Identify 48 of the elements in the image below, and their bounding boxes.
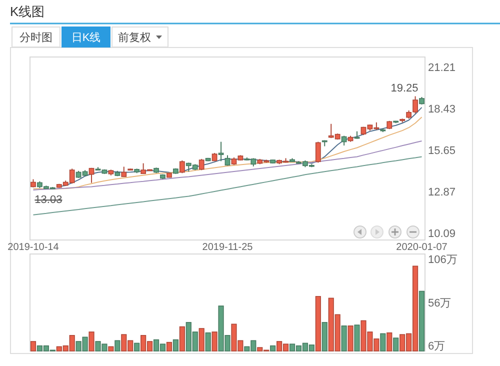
candlestick: [179, 160, 185, 174]
bar: [386, 332, 392, 352]
bar: [198, 328, 204, 352]
bar: [108, 346, 114, 352]
bar: [134, 342, 140, 352]
bar: [205, 332, 211, 352]
bar: [393, 338, 399, 352]
bar: [172, 339, 178, 352]
y-tick-label: 56万: [428, 297, 452, 310]
text: 分时图: [20, 31, 52, 44]
bar: [380, 333, 386, 352]
y-tick-label: 10.09: [428, 228, 456, 240]
y-tick-label: 12.87: [428, 186, 456, 198]
bar: [354, 324, 360, 352]
candlestick: [198, 158, 204, 171]
y-tick-label: 18.43: [428, 103, 456, 116]
x-tick-label: 2019-11-25: [202, 242, 254, 253]
candlestick: [121, 166, 127, 178]
line-series: [32, 140, 422, 190]
candlestick: [315, 141, 321, 164]
candlestick: [88, 167, 94, 184]
bar: [270, 345, 276, 352]
bar: [179, 326, 185, 352]
bar: [418, 290, 425, 352]
x-tick-label: 2019-10-14: [8, 242, 60, 253]
bar: [166, 342, 172, 352]
bar: [88, 332, 94, 352]
y-tick-label: 6万: [428, 340, 446, 353]
line-series: [32, 116, 422, 190]
y-tick-label: 15.65: [428, 144, 456, 157]
bar: [114, 340, 120, 352]
text: 日K线: [71, 31, 101, 44]
text: 前复权: [118, 32, 151, 44]
bar: [348, 325, 354, 352]
bar: [212, 332, 218, 352]
y-tick-label: 106万: [428, 254, 458, 266]
line-series: [32, 156, 422, 216]
candlestick: [341, 135, 347, 146]
chart-title: K线图: [10, 4, 45, 19]
bar: [315, 296, 321, 352]
candlestick: [218, 141, 224, 162]
bar: [341, 325, 347, 352]
bar: [322, 322, 328, 352]
annotation: 13.03: [34, 194, 62, 206]
x-tick-label: 2020-01-07: [396, 242, 448, 253]
y-tick-label: 21.21: [428, 62, 456, 74]
bar: [30, 341, 36, 352]
annotation: 19.25: [390, 82, 418, 94]
